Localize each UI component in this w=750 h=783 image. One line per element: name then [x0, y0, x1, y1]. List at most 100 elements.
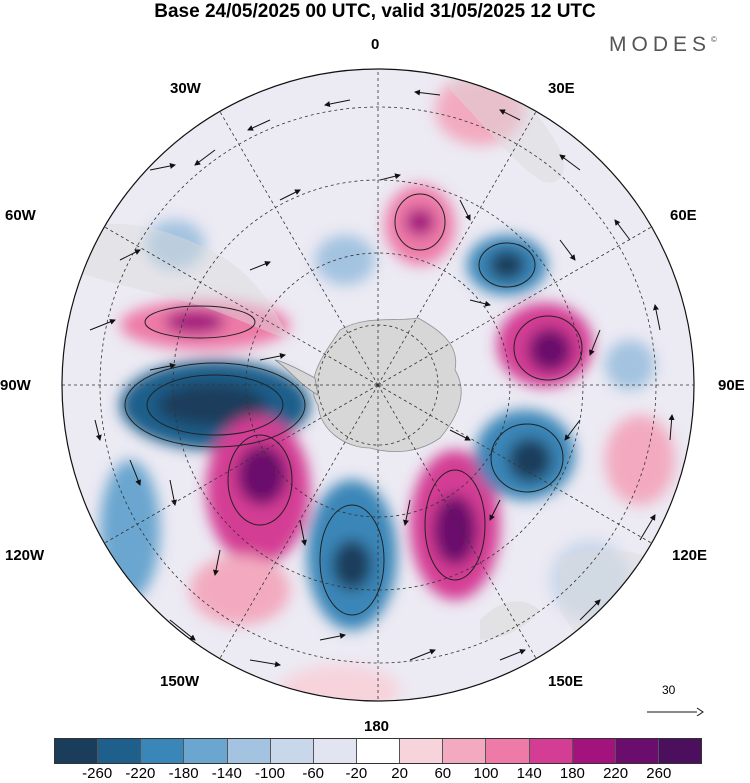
colorbar-swatch: [312, 739, 356, 763]
wind-arrow: [409, 649, 436, 661]
wind-arrow: [299, 519, 307, 546]
anomaly-high-75w-core: [165, 310, 225, 334]
wind-arrow: [579, 599, 601, 621]
colorbar-ticks: -260 -220 -180 -140 -100 -60 -20 20 60 100 140 180 2…: [0, 765, 750, 783]
wind-arrow: [119, 249, 141, 261]
wind-arrow: [259, 353, 286, 361]
wind-arrow: [249, 659, 281, 668]
lon-label-90w: 90W: [0, 377, 31, 394]
colorbar-swatch: [485, 739, 529, 763]
anomaly-high-130w: [190, 555, 290, 625]
colorbar-swatch: [269, 739, 313, 763]
wind-arrow: [559, 239, 576, 261]
colorbar-tick-label: -140: [211, 765, 242, 782]
lon-label-30e: 30E: [548, 80, 575, 97]
anomaly-low-110e-core: [508, 438, 552, 482]
colorbar-tick-label: 180: [559, 765, 585, 782]
wind-arrow: [247, 119, 271, 131]
anomaly-high-80e-core: [528, 328, 572, 372]
colorbar-tick-label: -180: [168, 765, 199, 782]
wind-arrow: [499, 109, 521, 121]
colorbar-tick-label: 260: [646, 765, 672, 782]
wind-arrow: [149, 363, 176, 371]
anomaly-low-90w-core: [157, 383, 267, 427]
wind-arrow: [169, 479, 177, 506]
wind-arrow: [379, 173, 401, 181]
colorbar-swatch: [657, 739, 702, 763]
wind-arrow: [403, 499, 411, 526]
wind-arrow: [449, 429, 471, 441]
brand-name: MODES: [609, 33, 712, 56]
wind-arrow: [499, 649, 526, 661]
wind-arrow: [614, 219, 631, 241]
vector-reference-arrow: [647, 707, 704, 716]
wind-arrow: [149, 163, 176, 171]
colorbar-tick-label: -100: [254, 765, 286, 782]
colorbar-tick-label: -20: [345, 765, 368, 782]
south-america-land: [70, 223, 290, 340]
wind-arrow: [653, 304, 661, 331]
wind-arrow: [489, 499, 501, 521]
colorbar-tick-label: -220: [125, 765, 156, 782]
polar-map: [61, 68, 695, 702]
wind-arrow: [559, 154, 581, 171]
new-zealand-land: [480, 601, 540, 640]
wind-arrow: [469, 299, 491, 307]
antarctic-peninsula: [274, 359, 319, 396]
lon-label-60e: 60E: [670, 207, 697, 224]
anomaly-high-160e-core: [433, 495, 477, 565]
lon-label-150w: 150W: [160, 673, 200, 690]
map-border: [61, 68, 695, 702]
brand-logo: MODES©: [609, 33, 717, 57]
colorbar-tick-label: 220: [603, 765, 629, 782]
colorbar-tick-label: 20: [391, 765, 408, 782]
lon-label-150e: 150E: [548, 673, 584, 690]
anomaly-high-180: [280, 665, 400, 701]
anomaly-high-10e-core: [405, 208, 435, 236]
wind-arrow: [459, 199, 471, 221]
wind-arrow: [279, 189, 301, 201]
lon-label-30w: 30W: [170, 80, 201, 97]
wind-arrow: [94, 419, 102, 441]
wind-arrow: [639, 514, 656, 541]
wind-arrow: [564, 419, 581, 441]
anomaly-low-30e: [315, 235, 375, 285]
lon-label-120w: 120W: [5, 547, 45, 564]
wind-arrow: [589, 329, 601, 356]
anomaly-low-100w: [100, 460, 160, 600]
wind-arrow: [249, 261, 271, 271]
lon-label-180: 180: [364, 718, 390, 735]
colorbar-swatch: [571, 739, 615, 763]
wind-arrow: [169, 619, 196, 641]
colorbar-tick-label: -260: [82, 765, 113, 782]
lon-label-0: 0: [371, 36, 380, 53]
colorbar-swatch: [183, 739, 227, 763]
colorbar-swatch: [97, 739, 141, 763]
anomaly-high-110w-core: [237, 445, 287, 505]
colorbar-swatch: [399, 739, 443, 763]
lon-label-90e: 90E: [718, 377, 745, 394]
colorbar-swatch: [614, 739, 658, 763]
anomaly-low-50e-core: [489, 250, 525, 280]
anomaly-high-100e: [605, 415, 675, 505]
colorbar-tick-label: 60: [434, 765, 452, 782]
wind-arrow: [213, 549, 221, 576]
colorbar-tick-label: 100: [473, 765, 499, 782]
field-layer: [62, 69, 694, 701]
brand-mark: ©: [711, 35, 717, 44]
colorbar-swatch: [528, 739, 572, 763]
lon-label-120e: 120E: [672, 547, 708, 564]
wind-arrow: [324, 99, 351, 107]
colorbar-tick-label: 140: [516, 765, 542, 782]
vector-reference-label: 30: [662, 683, 676, 697]
wind-arrow: [319, 633, 346, 641]
wind-arrow: [668, 414, 675, 441]
colorbar-tick-label: -60: [302, 765, 325, 782]
colorbar: [54, 738, 702, 764]
chart-title: Base 24/05/2025 00 UTC, valid 31/05/2025…: [154, 1, 596, 22]
anomaly-low-85e: [605, 340, 655, 390]
wind-arrow: [414, 89, 441, 96]
contour-lines: [124, 193, 583, 616]
lon-label-60w: 60W: [5, 207, 36, 224]
anomaly-low-170w-core: [332, 540, 372, 590]
